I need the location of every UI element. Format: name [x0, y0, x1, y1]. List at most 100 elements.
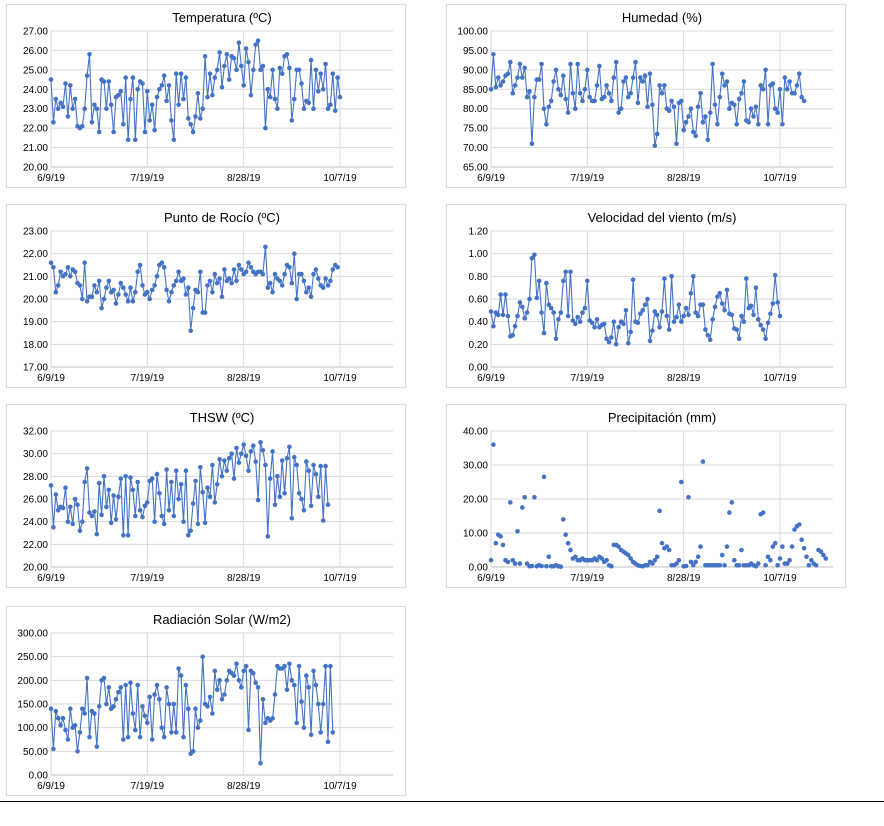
temperatura-point	[159, 83, 165, 88]
y-tick-label: 0.80	[469, 272, 489, 283]
thsw-point	[270, 449, 275, 454]
radiacion-point	[219, 697, 225, 702]
thsw-point	[224, 468, 230, 473]
thsw-point	[70, 521, 75, 527]
viento-point	[491, 323, 496, 329]
thsw-point	[101, 474, 107, 479]
radiacion-point	[328, 663, 333, 669]
viento-point	[529, 255, 535, 261]
viento-point	[756, 317, 761, 322]
thsw-point	[142, 503, 148, 509]
thsw-point	[267, 476, 273, 481]
temperatura-point	[287, 65, 292, 71]
y-tick-label: 1.20	[469, 227, 489, 238]
viento-point	[551, 310, 556, 315]
temperatura-point	[239, 63, 244, 69]
thsw-point	[318, 463, 324, 469]
punto-rocio-point	[116, 292, 121, 297]
temperatura-point	[335, 75, 340, 80]
temperatura-point	[135, 87, 140, 92]
radiacion-point	[92, 711, 97, 716]
precipitacion-point	[789, 544, 795, 549]
humedad-point	[546, 104, 552, 110]
humedad-point	[765, 122, 771, 127]
chart-punto-rocio: Punto de Rocío (ºC) 17.00 18.00 19.00 20.00 2…	[6, 204, 406, 388]
chart-velocidad-viento: Velocidad del viento (m/s) 0.00 0.20 0.40 0.…	[446, 204, 846, 388]
chart-humedad: Humedad (%) 65.00 70.00 75.00 80.00 85.00 90.0…	[446, 4, 846, 188]
precipitacion-point	[698, 544, 703, 549]
thsw-point	[137, 508, 143, 513]
radiacion-point	[82, 711, 87, 716]
thsw-point	[63, 485, 68, 490]
radiacion-point	[325, 739, 331, 745]
radiacion-point	[137, 734, 143, 740]
precipitacion-point	[686, 495, 691, 500]
precipitacion-point	[760, 510, 766, 515]
precipitacion-point	[563, 532, 568, 537]
temperatura-point	[171, 137, 177, 143]
viento-point	[683, 305, 689, 311]
viento-point	[751, 312, 756, 318]
humedad-point	[623, 75, 629, 80]
thsw-point	[77, 528, 83, 533]
precipitacion-point	[561, 517, 566, 522]
y-tick-label: 0.00	[29, 771, 49, 782]
thsw-point	[323, 463, 328, 469]
precipitacion-point	[806, 563, 812, 568]
viento-point	[679, 319, 684, 324]
humedad-point	[601, 94, 607, 100]
precipitacion-point	[719, 552, 725, 558]
humedad-point	[698, 90, 703, 96]
punto-rocio-point	[260, 271, 266, 277]
y-tick-label: 0.60	[469, 295, 489, 306]
humedad-point	[488, 87, 494, 92]
humedad-point	[772, 106, 778, 111]
radiacion-point	[198, 718, 203, 723]
viento-point	[664, 313, 670, 319]
viento-point	[548, 305, 554, 311]
radiacion-point	[55, 715, 61, 721]
temperatura-point	[328, 102, 333, 108]
punto-rocio-point	[82, 260, 87, 265]
punto-rocio-point	[80, 296, 85, 302]
viento-point	[662, 276, 667, 281]
humedad-point	[628, 90, 633, 96]
viento-point	[500, 312, 506, 318]
viento-point	[722, 308, 727, 313]
punto-rocio-point	[207, 278, 213, 284]
punto-rocio-point	[306, 285, 312, 290]
radiacion-point	[313, 682, 319, 688]
precipitacion-point	[823, 556, 829, 561]
precipitacion-point	[683, 563, 689, 569]
radiacion-point	[53, 708, 59, 714]
thsw-point	[316, 494, 321, 499]
punto-rocio-point	[92, 283, 97, 288]
thsw-point	[193, 478, 198, 484]
x-tick-label: 8/28/19	[227, 173, 261, 184]
thsw-point	[246, 468, 251, 473]
radiacion-point	[236, 678, 242, 683]
thsw-point	[207, 494, 213, 499]
humedad-point	[561, 73, 566, 78]
thsw-point	[161, 521, 167, 527]
viento-point	[541, 330, 547, 336]
radiacion-point	[205, 704, 210, 709]
y-tick-label: 22.00	[23, 540, 48, 551]
y-tick-label: 200.00	[17, 676, 48, 687]
temperatura-point	[195, 90, 201, 96]
punto-rocio-point	[277, 278, 283, 284]
x-tick-label: 10/7/19	[323, 573, 357, 584]
punto-rocio-point	[198, 269, 203, 275]
viento-point	[659, 309, 665, 314]
thsw-point	[130, 487, 136, 493]
x-tick-label: 6/9/19	[37, 573, 65, 584]
temperatura-point	[251, 67, 256, 73]
radiacion-point	[306, 685, 312, 690]
viento-point	[775, 300, 780, 305]
punto-rocio-point	[94, 289, 100, 295]
temperatura-point	[332, 108, 338, 113]
temperatura-point	[80, 123, 85, 129]
humedad-point	[700, 120, 706, 125]
temperatura-point	[70, 106, 75, 111]
y-tick-label: 22.00	[23, 249, 48, 260]
